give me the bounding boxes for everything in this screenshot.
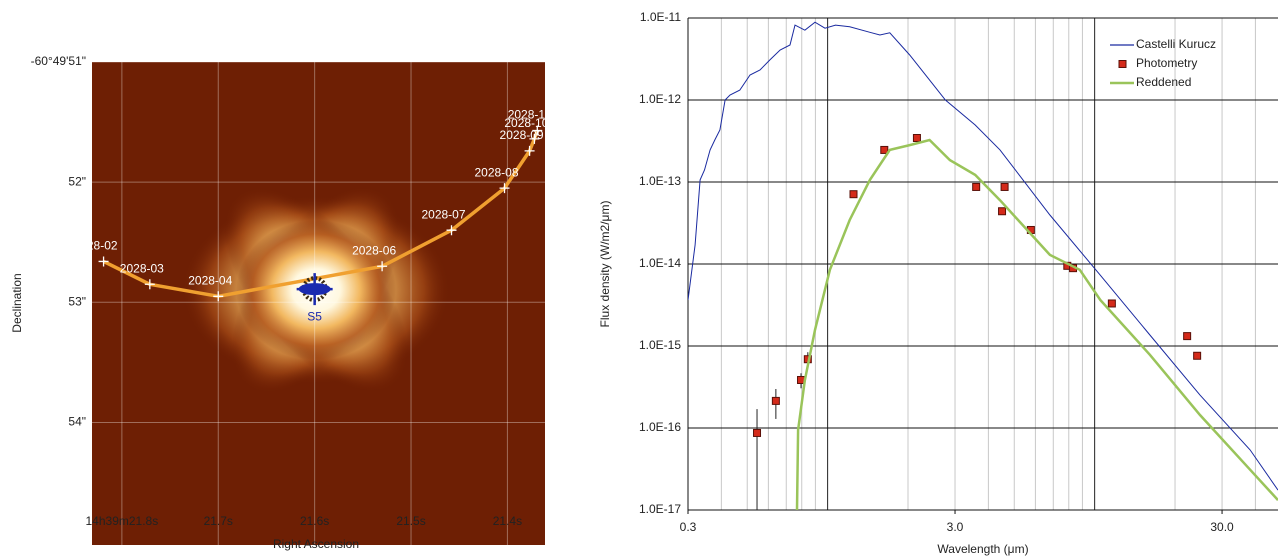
y-tick-label: 53" — [68, 294, 86, 308]
x-tick-label: 0.3 — [680, 520, 697, 534]
track-point — [98, 256, 109, 267]
y-tick-label: 1.0E-15 — [639, 338, 681, 352]
x-tick-label: 3.0 — [947, 520, 964, 534]
y-tick-label: 1.0E-17 — [639, 502, 681, 516]
data-point — [912, 134, 921, 143]
track-point — [499, 183, 510, 194]
y-tick-label: 1.0E-13 — [639, 174, 681, 188]
track-label: 2028-07 — [421, 207, 465, 221]
x-tick-label: 30.0 — [1210, 520, 1234, 534]
legend-label: Reddened — [1136, 75, 1191, 89]
y-tick-label: 1.0E-16 — [639, 420, 681, 434]
track-point — [532, 125, 543, 136]
track-label: 2028-04 — [188, 273, 232, 287]
series-line — [688, 21, 1278, 491]
data-point — [1193, 351, 1202, 360]
data-point — [1183, 332, 1192, 341]
legend-label: Photometry — [1136, 56, 1197, 70]
source-label: S5 — [307, 309, 322, 323]
data-point — [880, 145, 889, 154]
track-label: 2028-02 — [74, 239, 118, 253]
x-tick-label: 14h39m21.8s — [86, 514, 159, 528]
data-point — [1107, 299, 1116, 308]
y-tick-label: -60°49'51" — [31, 54, 86, 68]
series-line — [795, 138, 1278, 510]
source-cross — [296, 273, 333, 306]
data-point — [771, 396, 780, 405]
y-tick-label: 1.0E-14 — [639, 256, 681, 270]
track-point — [213, 291, 224, 302]
plot-area — [688, 21, 1278, 510]
track-point — [377, 261, 388, 272]
data-point — [998, 207, 1007, 216]
y-axis-title: Flux density (W/m2/μm) — [598, 201, 612, 328]
track-point — [524, 145, 535, 156]
track-label: 2028-10 — [504, 116, 548, 130]
track-label: 2028-08 — [474, 165, 518, 179]
data-point — [972, 182, 981, 191]
data-point — [753, 428, 762, 437]
x-tick-label: 21.5s — [396, 514, 425, 528]
track-label: 2028-03 — [120, 261, 164, 275]
data-point — [849, 190, 858, 199]
y-tick-label: 52" — [68, 174, 86, 188]
y-axis-title: Declination — [10, 273, 24, 332]
sed-panel: 1.0E-17 1.0E-16 1.0E-15 1.0E-14 1.0E-13 1.0E-… — [598, 10, 1278, 556]
legend-swatch — [1118, 60, 1127, 68]
y-tick-label: 54" — [68, 415, 86, 429]
track-point — [529, 133, 540, 144]
track-label: 2028-06 — [352, 243, 396, 257]
x-axis-title: Wavelength (μm) — [937, 542, 1028, 556]
track-point — [446, 225, 457, 236]
x-axis-title: Right Ascension — [273, 537, 359, 551]
track-point — [144, 279, 155, 290]
x-tick-label: 21.4s — [493, 514, 522, 528]
x-tick-label: 21.7s — [204, 514, 233, 528]
track-label: 2028-11 — [508, 108, 551, 122]
x-tick-label: 21.6s — [300, 514, 329, 528]
legend-label: Castelli Kurucz — [1136, 37, 1216, 51]
y-tick-label: 1.0E-12 — [639, 92, 681, 106]
data-point — [1000, 182, 1009, 191]
y-tick-label: 1.0E-11 — [640, 10, 681, 24]
